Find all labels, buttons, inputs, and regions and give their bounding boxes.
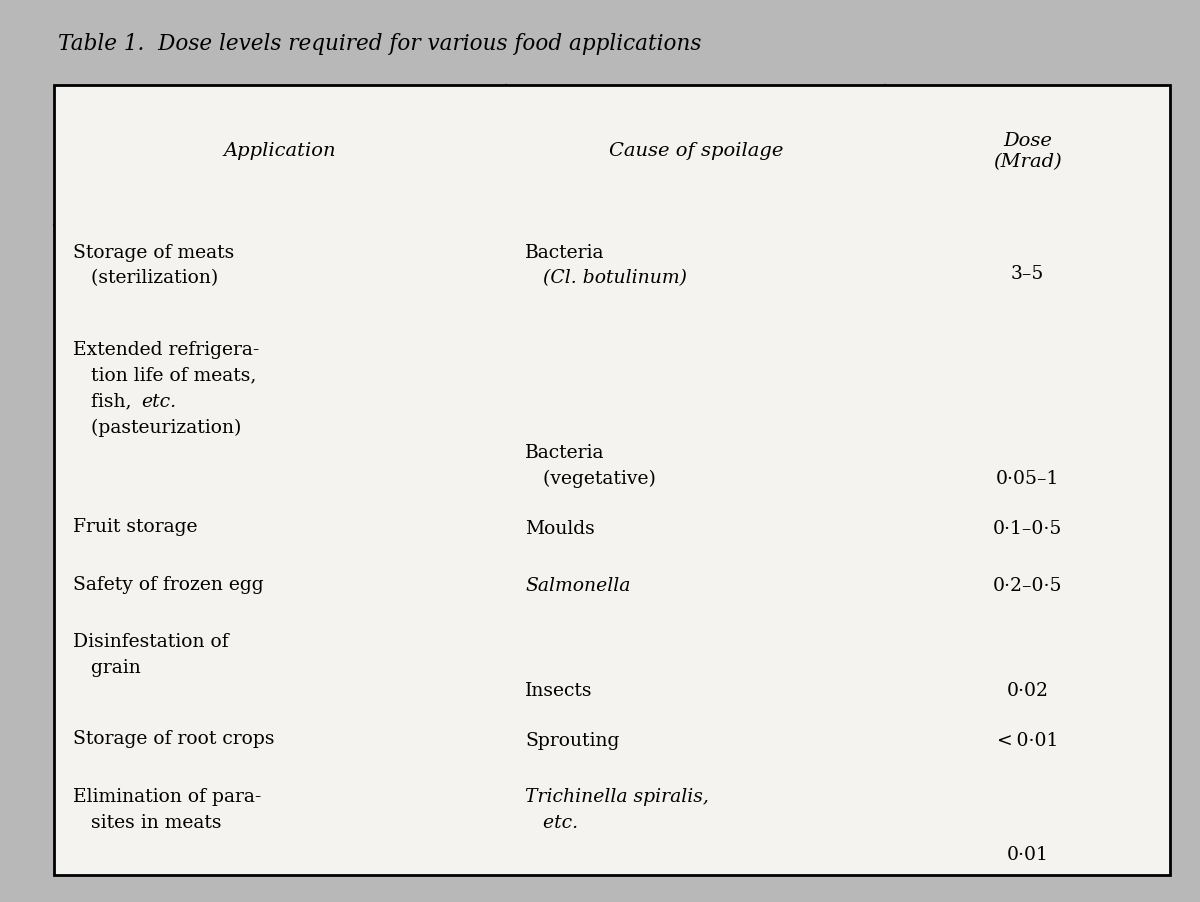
Text: Elimination of para-: Elimination of para- [73, 787, 262, 805]
Text: Table 1.  Dose levels required for various food applications: Table 1. Dose levels required for variou… [58, 33, 701, 55]
Text: Disinfestation of: Disinfestation of [73, 632, 229, 650]
Text: Cause of spoilage: Cause of spoilage [608, 143, 782, 160]
Text: (vegetative): (vegetative) [526, 469, 656, 487]
Text: 0·01: 0·01 [1007, 844, 1049, 862]
Text: Trichinella spiralis,: Trichinella spiralis, [526, 787, 709, 805]
Text: Dose
(Mrad): Dose (Mrad) [994, 132, 1062, 170]
Text: 0·05–1: 0·05–1 [996, 469, 1060, 487]
Text: fish,: fish, [73, 392, 138, 410]
Text: 0·02: 0·02 [1007, 681, 1049, 699]
Text: tion life of meats,: tion life of meats, [73, 366, 257, 384]
Text: Fruit storage: Fruit storage [73, 518, 198, 536]
Text: Moulds: Moulds [526, 520, 595, 537]
Text: etc.: etc. [142, 392, 176, 410]
Text: (pasteurization): (pasteurization) [73, 418, 241, 436]
Text: Safety of frozen egg: Safety of frozen egg [73, 575, 264, 593]
Text: Salmonella: Salmonella [526, 576, 630, 594]
Text: Application: Application [223, 143, 336, 160]
Text: Sprouting: Sprouting [526, 732, 619, 750]
Text: grain: grain [73, 658, 140, 676]
Text: Extended refrigera-: Extended refrigera- [73, 341, 259, 359]
Text: 3–5: 3–5 [1012, 265, 1044, 283]
Text: < 0·01: < 0·01 [997, 732, 1058, 750]
Text: (Cl. botulinum): (Cl. botulinum) [526, 269, 688, 287]
Text: (sterilization): (sterilization) [73, 269, 218, 287]
Text: etc.: etc. [526, 813, 578, 831]
Text: Storage of meats: Storage of meats [73, 244, 234, 262]
Text: Insects: Insects [526, 681, 593, 699]
Text: 0·2–0·5: 0·2–0·5 [992, 576, 1062, 594]
Text: Bacteria: Bacteria [526, 444, 605, 462]
Text: Bacteria: Bacteria [526, 244, 605, 262]
Text: Storage of root crops: Storage of root crops [73, 730, 275, 748]
Text: sites in meats: sites in meats [73, 813, 222, 831]
Text: 0·1–0·5: 0·1–0·5 [994, 520, 1062, 537]
